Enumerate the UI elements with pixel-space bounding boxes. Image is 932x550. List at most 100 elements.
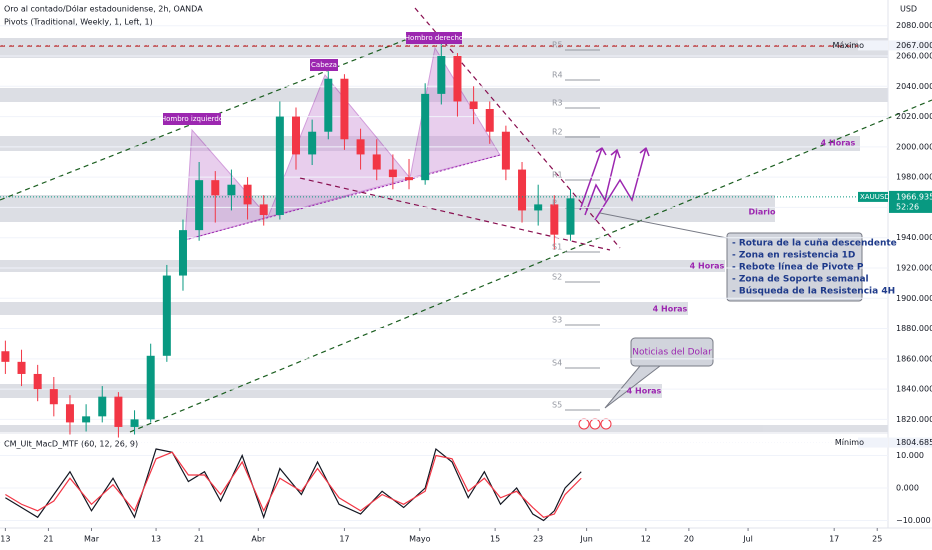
candle-body [308,131,317,155]
x-tick-label: 23 [533,535,543,544]
annotation: Hombro izquierdo [161,115,223,123]
callout-pointer [599,212,728,239]
label-box [406,32,462,44]
x-tick-label: 13 [0,535,10,544]
price-badge-label: 2067.000 [896,41,932,50]
countdown: 52:26 [896,202,919,211]
y-tick-label: 1900.000 [896,294,932,303]
x-tick-label: 13 [151,535,161,544]
callout-line: - Zona en resistencia 1D [732,251,855,261]
zones [0,38,888,432]
price-badge-label: 1966.935 [896,192,932,201]
x-tick-label: Mayo [409,535,431,544]
x-tick-label: Jul [742,535,753,544]
annotation: Noticias del Dolar [632,348,712,358]
candle-body [98,396,107,417]
event-icons [578,418,612,430]
x-tick-label: 25 [872,535,882,544]
projection-arrows [579,146,650,221]
candle-body [518,169,527,211]
candle-body [340,78,349,140]
label-box [163,113,221,125]
pivot-label: R5 [552,41,563,50]
callout-line: - Zona de Soporte semanal [732,275,869,285]
x-tick-label: 12 [641,535,651,544]
candle-body [243,184,252,205]
candle-body [195,180,204,231]
candle-body [82,416,91,423]
candle-body [211,180,220,196]
pivot-label: R3 [552,99,563,108]
y-tick-label: 0.000 [896,484,919,493]
chart-title: Oro al contado/Dólar estadounidense, 2h,… [4,4,203,14]
note-tail [604,365,661,409]
y-tick-label: 2060.000 [896,52,932,61]
pivot-lines [565,49,600,411]
callout-line: - Rebote línea de Pivote P [732,263,864,273]
pivot-label: S1 [552,243,562,252]
annotation: Hombro derecho [405,34,463,42]
candle-body [162,275,171,356]
candle-body [146,355,155,420]
x-tick-label: 21 [43,535,53,544]
pivot-label: R4 [552,71,563,80]
y-tick-label: 10.000 [896,451,924,460]
pivot-label: S4 [552,359,562,368]
currency: USD [900,5,917,14]
candle-body [534,204,543,211]
y-tick-label: 2020.000 [896,112,932,121]
candle-body [421,93,430,181]
candle-body [17,361,26,374]
pivot-label: R1 [552,171,563,180]
pivot-label: S5 [552,401,562,410]
callout-line: - Rotura de la cuña descendente [732,239,897,249]
annotation: 4 Horas [653,305,688,314]
candle-body [356,139,365,155]
x-tick-label: Abr [251,535,266,544]
pivot-label: S3 [552,316,562,325]
pivot-label: P [552,199,557,208]
y-tick-label: 2080.000 [896,21,932,30]
price-label-text: Máximo [833,41,865,50]
price-label-text: Mínimo [835,438,864,447]
annotation: 4 Horas [821,139,856,148]
y-tick-label: 1880.000 [896,324,932,333]
y-tick-label: 2000.000 [896,142,932,151]
x-tick-label: 15 [490,535,500,544]
candle-body [114,396,123,427]
pivot-label: R2 [552,128,563,137]
y-tick-label: 1840.000 [896,385,932,394]
candle-body [469,101,478,110]
price-badge-label: 1804.685 [896,438,932,447]
label-bg [858,437,888,448]
price-badge [889,190,932,213]
candle-body [405,177,414,181]
callout-line: - Búsqueda de la Resistencia 4H [732,287,895,297]
candle-body [324,78,333,132]
candle-body [130,419,139,427]
candle-body [259,204,268,215]
candle-body [1,351,10,362]
x-tick-label: 21 [194,535,204,544]
candle-body [550,204,559,235]
candle-body [485,109,494,132]
candle-body [178,230,187,276]
x-tick-label: Mar [84,535,100,544]
candle-body [501,131,510,170]
y-tick-label: 1860.000 [896,354,932,363]
x-tick-label: 17 [339,535,349,544]
y-tick-label: 1820.000 [896,415,932,424]
annotation: Diario [749,208,776,217]
price-badge [889,437,932,448]
x-tick-label: 20 [684,535,694,544]
x-tick-label: Jun [579,535,593,544]
y-tick-label: 2040.000 [896,82,932,91]
indicator-line [5,451,582,518]
indicator-label: Pivots (Traditional, Weekly, 1, Left, 1) [4,18,153,27]
y-tick-label: −10.000 [896,516,931,525]
label-bg [858,40,888,51]
candle-body [437,56,446,94]
candle-body [227,184,236,196]
annotation: 4 Horas [627,387,662,396]
